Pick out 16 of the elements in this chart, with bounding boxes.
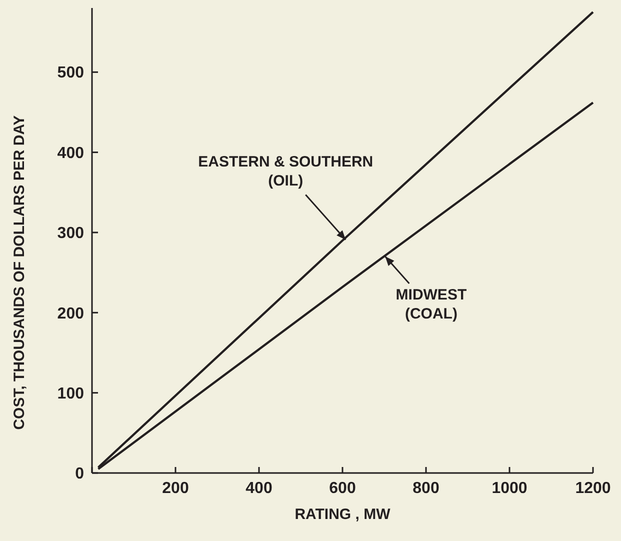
series-label: EASTERN & SOUTHERN (OIL) bbox=[198, 154, 374, 190]
x-axis-title: RATING , MW bbox=[294, 506, 392, 523]
legend-label: MIDWEST (COAL) bbox=[396, 286, 467, 322]
x-tick-label: 400 bbox=[246, 480, 272, 497]
x-tick-label: 1200 bbox=[575, 480, 611, 497]
y-tick-label: 300 bbox=[57, 225, 84, 242]
y-tick-label: 100 bbox=[57, 385, 84, 402]
y-tick-label: 500 bbox=[57, 64, 84, 82]
y-tick-label: 200 bbox=[57, 305, 84, 322]
y-tick-label: 400 bbox=[57, 144, 84, 162]
y-axis-title: COST, THOUSANDS OF DOLLARS PER DAY bbox=[11, 115, 28, 430]
x-tick-label: 200 bbox=[162, 480, 189, 497]
x-tick-label: 800 bbox=[412, 480, 440, 497]
x-tick-label: 600 bbox=[329, 480, 356, 497]
x-tick-label: 1000 bbox=[492, 480, 528, 497]
y-tick-label: 0 bbox=[75, 466, 84, 483]
